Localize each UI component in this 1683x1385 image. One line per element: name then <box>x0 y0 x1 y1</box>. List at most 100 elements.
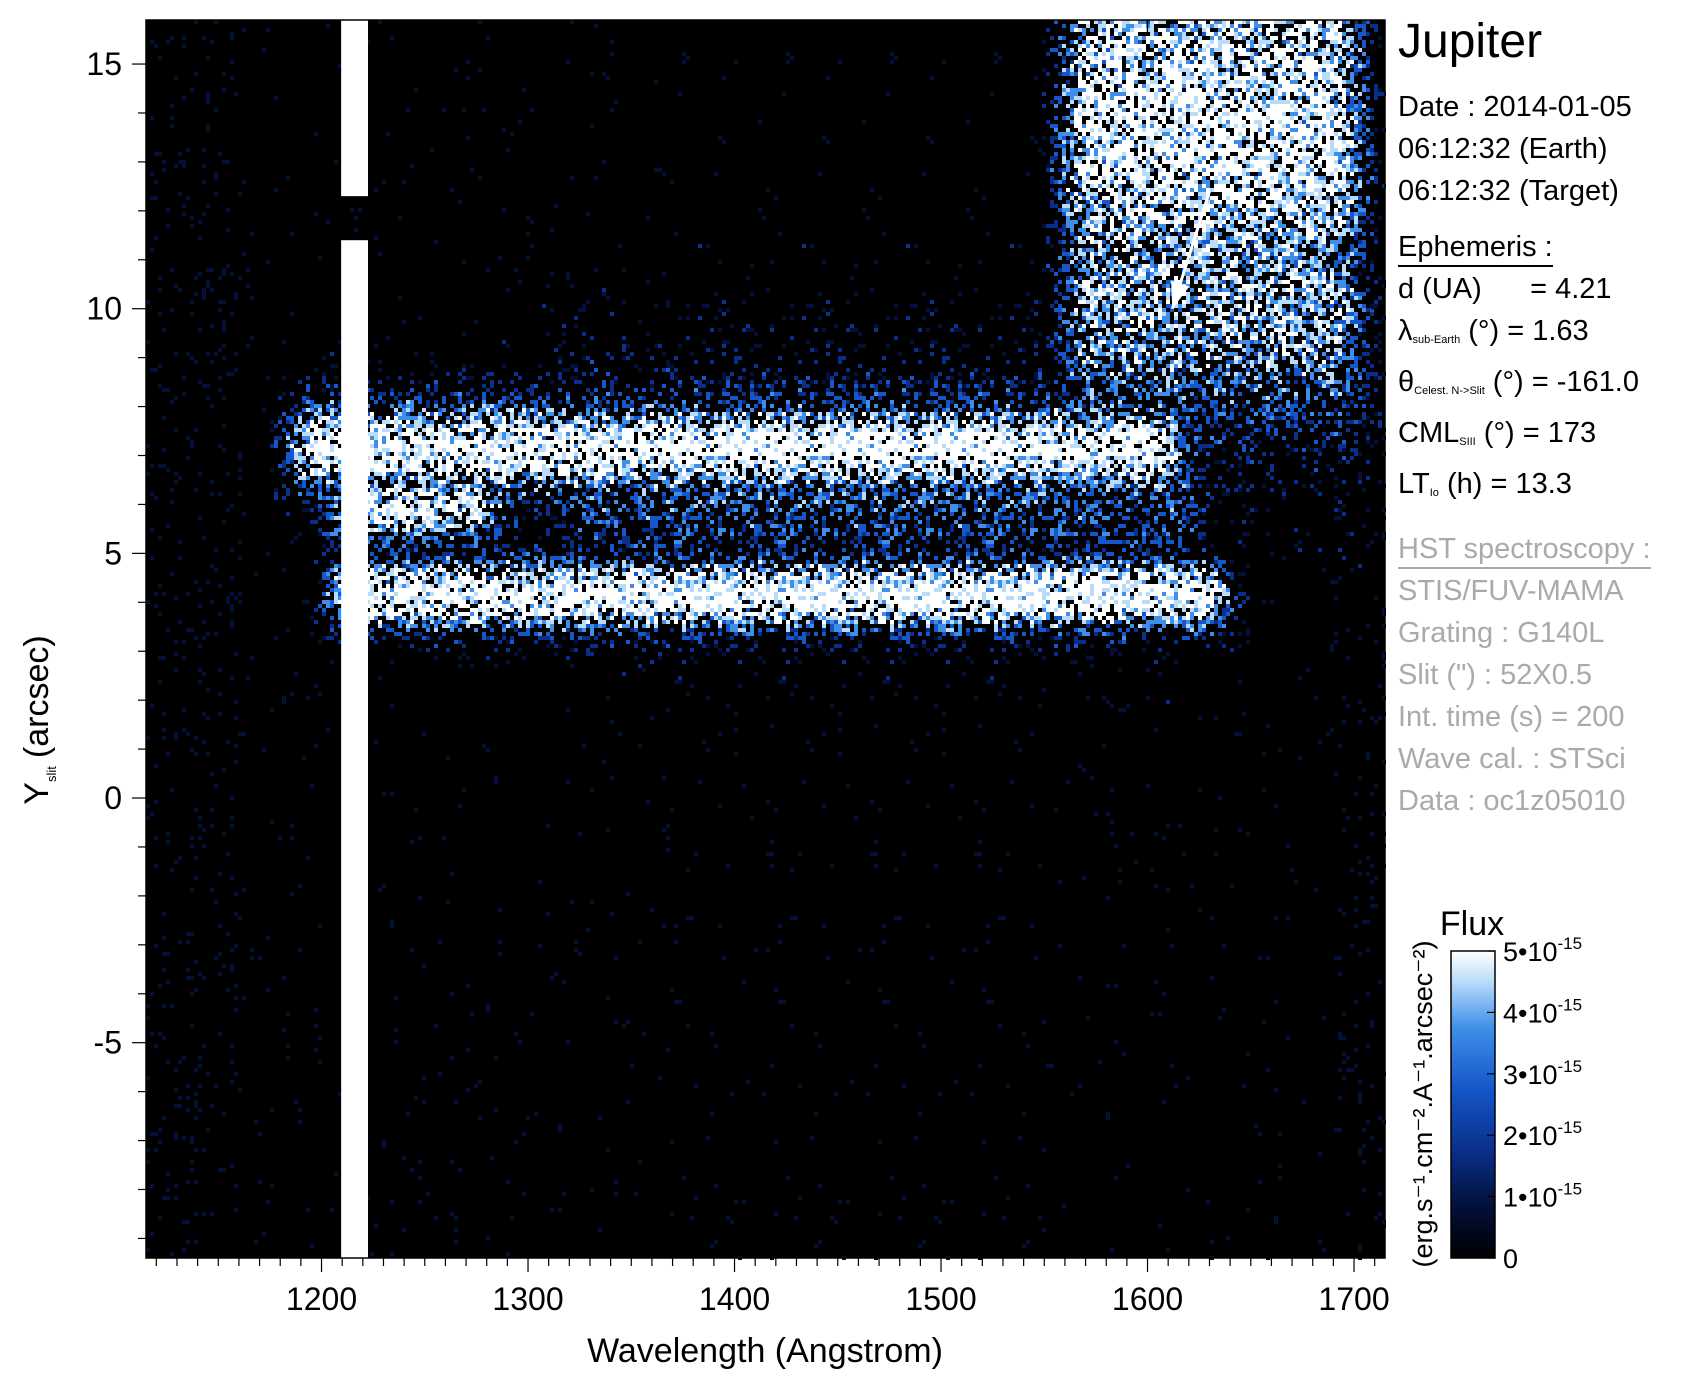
flux-cell-1954 <box>406 560 410 564</box>
flux-cell-3608 <box>558 452 562 456</box>
flux-cell-2886 <box>486 584 490 588</box>
flux-cell-4589 <box>646 528 650 532</box>
flux-cell-3270 <box>522 600 526 604</box>
flux-cell-539 <box>222 964 226 968</box>
flux-cell-1523 <box>370 572 374 576</box>
flux-cell-2627 <box>466 376 470 380</box>
flux-cell-3829 <box>578 464 582 468</box>
flux-cell-306 <box>190 976 194 980</box>
flux-cell-2268 <box>434 432 438 436</box>
flux-cell-2997 <box>498 380 502 384</box>
flux-cell-1115 <box>334 868 338 872</box>
flux-cell-836 <box>302 432 306 436</box>
flux-cell-2993 <box>494 1092 498 1096</box>
flux-cell-1527 <box>370 592 374 596</box>
flux-cell-2006 <box>410 576 414 580</box>
flux-cell-3767 <box>570 600 574 604</box>
flux-cell-3564 <box>554 436 558 440</box>
flux-cell-2309 <box>438 424 442 428</box>
flux-cell-2939 <box>490 612 494 616</box>
flux-cell-535 <box>222 768 226 772</box>
flux-cell-2160 <box>422 624 426 628</box>
flux-cell-1012 <box>326 444 330 448</box>
flux-cell-2496 <box>454 460 458 464</box>
flux-cell-2518 <box>454 612 458 616</box>
flux-cell-4728 <box>658 580 662 584</box>
flux-cell-4178 <box>606 604 610 608</box>
flux-cell-4113 <box>602 460 606 464</box>
flux-cell-121 <box>162 628 166 632</box>
flux-cell-4863 <box>670 592 674 596</box>
flux-cell-3571 <box>554 484 558 488</box>
flux-cell-346 <box>198 76 202 80</box>
flux-cell-2252 <box>430 604 434 608</box>
flux-cell-1930 <box>406 424 410 428</box>
flux-cell-1619 <box>378 536 382 540</box>
flux-cell-2391 <box>442 604 446 608</box>
flux-cell-955 <box>318 496 322 500</box>
flux-cell-403 <box>202 1200 206 1204</box>
flux-cell-1534 <box>370 628 374 632</box>
flux-cell-3289 <box>526 428 530 432</box>
flux-cell-2076 <box>418 432 422 436</box>
flux-cell-852 <box>306 156 310 160</box>
flux-cell-2645 <box>466 500 470 504</box>
flux-cell-3490 <box>546 440 550 444</box>
flux-cell-4468 <box>634 596 638 600</box>
flux-cell-4454 <box>634 484 638 488</box>
flux-cell-4009 <box>594 400 598 404</box>
flux-cell-240 <box>182 692 186 696</box>
flux-cell-90 <box>158 464 162 468</box>
flux-cell-4351 <box>622 612 626 616</box>
flux-cell-4510 <box>638 596 642 600</box>
flux-cell-628 <box>238 308 242 312</box>
flux-cell-3615 <box>558 488 562 492</box>
flux-cell-1798 <box>394 504 398 508</box>
flux-cell-652 <box>242 888 246 892</box>
flux-cell-3122 <box>510 172 514 176</box>
flux-cell-3312 <box>526 612 530 616</box>
flux-cell-401 <box>202 1044 206 1048</box>
flux-cell-3895 <box>582 620 586 624</box>
flux-cell-1895 <box>402 496 406 500</box>
flux-cell-3603 <box>558 428 562 432</box>
flux-cell-2774 <box>478 420 482 424</box>
flux-cell-4186 <box>606 1148 610 1152</box>
flux-cell-495 <box>218 348 222 352</box>
flux-cell-2203 <box>426 596 430 600</box>
flux-cell-1976 <box>410 400 414 404</box>
flux-cell-2311 <box>438 432 442 436</box>
flux-cell-4503 <box>638 540 642 544</box>
flux-cell-21 <box>150 116 154 120</box>
flux-cell-3285 <box>526 412 530 416</box>
flux-cell-4740 <box>662 172 666 176</box>
flux-cell-254 <box>186 196 190 200</box>
flux-cell-2426 <box>446 556 450 560</box>
flux-cell-2290 <box>434 568 438 572</box>
flux-cell-3049 <box>502 428 506 432</box>
flux-cell-449 <box>210 600 214 604</box>
flux-cell-1728 <box>390 392 394 396</box>
flux-cell-2753 <box>474 596 478 600</box>
flux-cell-599 <box>234 596 238 600</box>
flux-cell-4644 <box>650 580 654 584</box>
flux-cell-1555 <box>374 460 378 464</box>
flux-cell-2313 <box>438 440 442 444</box>
flux-cell-392 <box>202 636 206 640</box>
flux-cell-1025 <box>326 504 330 508</box>
flux-cell-1979 <box>410 416 414 420</box>
flux-cell-3770 <box>570 612 574 616</box>
flux-cell-4455 <box>634 492 638 496</box>
flux-cell-4146 <box>606 416 610 420</box>
flux-cell-911 <box>314 428 318 432</box>
flux-cell-1119 <box>338 224 342 228</box>
flux-cell-3886 <box>582 572 586 576</box>
flux-cell-462 <box>210 1152 214 1156</box>
flux-cell-1540 <box>370 1252 374 1256</box>
flux-cell-3562 <box>554 428 558 432</box>
flux-cell-3768 <box>570 604 574 608</box>
flux-cell-1542 <box>374 236 378 240</box>
flux-cell-2261 <box>434 380 438 384</box>
flux-cell-1880 <box>402 416 406 420</box>
flux-cell-231 <box>182 160 186 164</box>
